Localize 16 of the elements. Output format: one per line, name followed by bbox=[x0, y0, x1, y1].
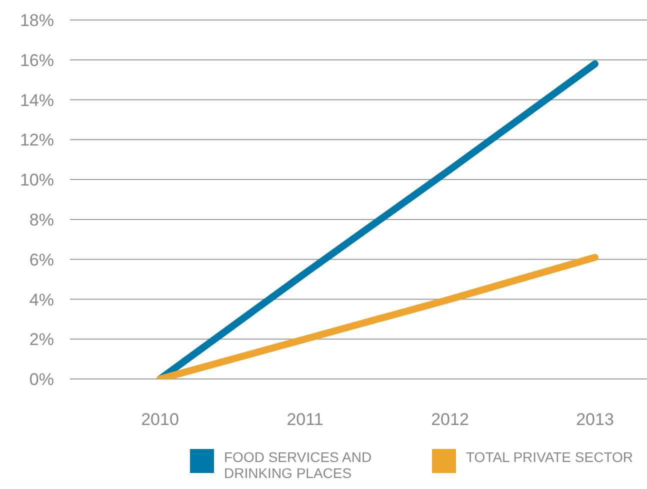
y-tick-label: 4% bbox=[29, 290, 54, 310]
y-tick-label: 12% bbox=[20, 130, 54, 150]
y-tick-label: 6% bbox=[29, 250, 54, 270]
y-tick-label: 0% bbox=[29, 370, 54, 390]
y-tick-label: 16% bbox=[20, 50, 54, 70]
x-tick-label: 2011 bbox=[286, 410, 324, 430]
x-tick-label: 2010 bbox=[141, 410, 179, 430]
y-tick-label: 18% bbox=[20, 11, 54, 30]
y-tick-label: 10% bbox=[20, 170, 54, 190]
y-tick-label: 8% bbox=[29, 210, 54, 230]
legend-label: TOTAL PRIVATE SECTOR bbox=[466, 449, 633, 465]
x-tick-label: 2012 bbox=[431, 410, 469, 430]
y-tick-label: 2% bbox=[29, 330, 54, 350]
x-tick-label: 2013 bbox=[576, 410, 614, 430]
legend-label: FOOD SERVICES AND DRINKING PLACES bbox=[224, 449, 373, 481]
y-tick-label: 14% bbox=[20, 90, 54, 110]
